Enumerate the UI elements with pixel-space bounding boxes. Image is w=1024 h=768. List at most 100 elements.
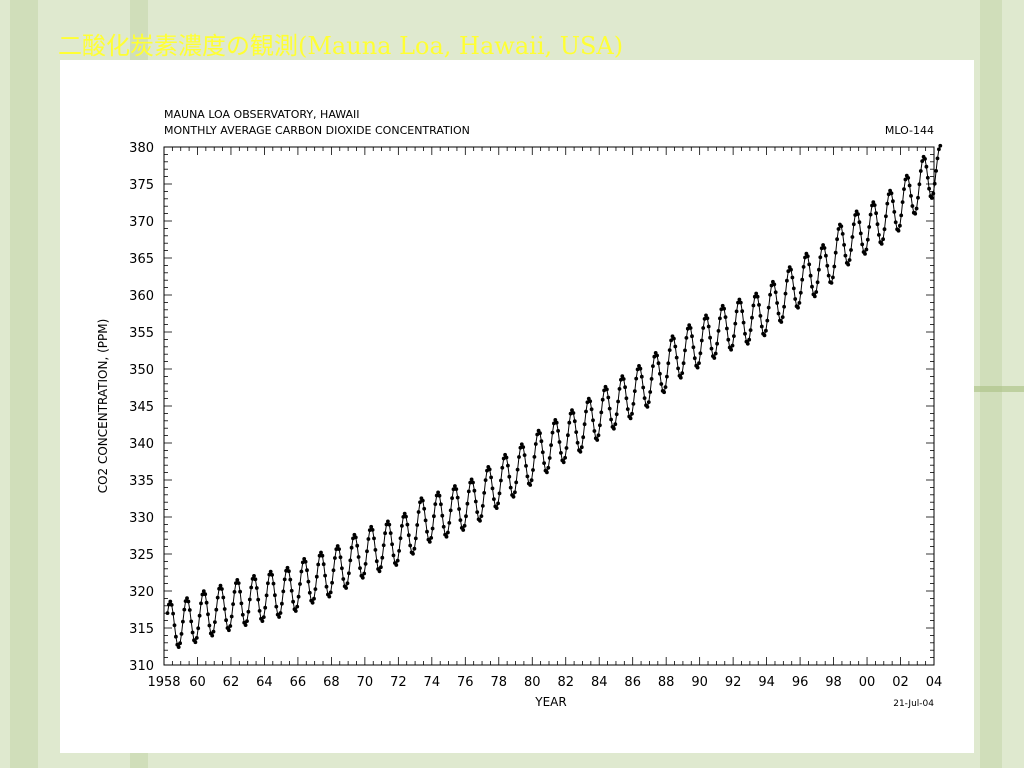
x-tick-label: 68 xyxy=(323,675,340,690)
co2-data-point xyxy=(323,573,327,578)
co2-data-point xyxy=(934,169,938,173)
co2-data-point xyxy=(736,300,740,305)
co2-data-point xyxy=(906,176,911,180)
co2-data-point xyxy=(517,455,521,459)
co2-data-point xyxy=(889,191,894,196)
co2-data-point xyxy=(572,419,577,424)
co2-data-point xyxy=(584,409,588,414)
co2-data-point xyxy=(683,348,687,353)
co2-data-point xyxy=(196,626,201,631)
co2-data-point xyxy=(178,641,182,646)
co2-data-point xyxy=(345,581,350,586)
co2-data-point xyxy=(856,212,860,217)
co2-data-point xyxy=(917,182,922,187)
co2-data-point xyxy=(937,147,941,152)
co2-data-point xyxy=(282,577,287,582)
co2-data-point xyxy=(446,530,450,535)
co2-data-point xyxy=(369,524,374,529)
co2-data-point xyxy=(865,237,870,242)
co2-data-point xyxy=(319,550,323,555)
co2-data-point xyxy=(645,405,650,409)
co2-data-point xyxy=(466,489,471,494)
co2-data-point xyxy=(331,568,336,573)
co2-data-point xyxy=(366,537,371,541)
co2-data-point xyxy=(479,514,484,518)
co2-data-point xyxy=(549,443,553,447)
co2-data-point xyxy=(624,396,629,401)
plot-frame xyxy=(163,146,935,666)
chart-title: MAUNA LOA OBSERVATORY, HAWAII xyxy=(164,108,360,121)
co2-data-point xyxy=(293,609,298,613)
co2-data-point xyxy=(766,305,771,310)
co2-data-point xyxy=(730,343,735,348)
co2-data-point xyxy=(927,186,931,191)
co2-data-point xyxy=(260,619,265,623)
co2-data-point xyxy=(738,300,743,305)
co2-data-point xyxy=(201,589,206,594)
co2-data-point xyxy=(353,535,358,540)
co2-data-point xyxy=(768,292,772,297)
co2-data-point xyxy=(817,267,821,272)
co2-data-point xyxy=(924,164,929,169)
co2-data-point xyxy=(524,464,528,468)
co2-data-point xyxy=(722,306,726,311)
co2-data-point xyxy=(314,574,319,579)
co2-data-point xyxy=(179,632,184,636)
co2-data-point xyxy=(570,408,574,413)
co2-data-point xyxy=(220,587,224,591)
co2-data-point xyxy=(296,594,301,599)
x-tick-label: 66 xyxy=(290,675,307,690)
co2-data-point xyxy=(666,361,671,366)
co2-data-point xyxy=(646,400,651,404)
co2-data-point xyxy=(649,377,654,381)
co2-data-point xyxy=(663,385,668,389)
co2-data-point xyxy=(826,273,831,278)
co2-data-point xyxy=(397,549,401,553)
co2-data-point xyxy=(528,483,533,487)
slide-title: 二酸化炭素濃度の観測(Mauna Loa, Hawaii, USA) xyxy=(58,32,624,60)
co2-data-point xyxy=(632,389,637,393)
co2-data-point xyxy=(281,589,286,594)
co2-data-point xyxy=(690,334,694,339)
co2-data-point xyxy=(395,558,400,563)
co2-data-point xyxy=(298,582,302,586)
co2-data-point xyxy=(898,223,902,228)
x-axis-label: YEAR xyxy=(534,695,566,709)
co2-data-point xyxy=(213,620,217,624)
co2-data-point xyxy=(545,470,549,475)
co2-data-point xyxy=(550,430,555,435)
co2-data-point xyxy=(273,593,277,598)
co2-data-point xyxy=(579,445,584,450)
co2-data-point xyxy=(575,440,580,445)
co2-data-point xyxy=(893,220,898,225)
x-tick-label: 82 xyxy=(557,675,574,690)
co2-data-point xyxy=(733,321,738,326)
co2-data-point xyxy=(349,545,354,550)
co2-data-point xyxy=(790,275,795,280)
co2-data-point xyxy=(910,204,915,208)
co2-data-point xyxy=(204,600,209,605)
co2-data-point xyxy=(348,558,353,563)
co2-data-point xyxy=(299,569,304,574)
co2-data-point xyxy=(553,418,558,422)
co2-data-point xyxy=(500,465,505,470)
co2-data-point xyxy=(923,157,927,161)
co2-data-point xyxy=(253,577,258,582)
co2-data-point xyxy=(388,531,393,535)
co2-data-point xyxy=(400,524,404,528)
co2-data-point xyxy=(877,233,881,237)
co2-data-point xyxy=(468,480,473,485)
co2-data-point xyxy=(938,143,943,148)
co2-data-point xyxy=(891,199,895,204)
co2-data-point xyxy=(482,491,487,495)
co2-data-point xyxy=(307,590,312,595)
co2-data-point xyxy=(521,445,526,449)
co2-data-point xyxy=(379,565,383,570)
co2-data-point xyxy=(673,344,678,349)
y-tick-label: 310 xyxy=(129,659,154,674)
co2-data-point xyxy=(808,273,813,278)
co2-data-point xyxy=(229,614,234,619)
co2-data-point xyxy=(726,337,731,342)
co2-data-point xyxy=(789,267,793,272)
co2-data-point xyxy=(704,313,708,318)
